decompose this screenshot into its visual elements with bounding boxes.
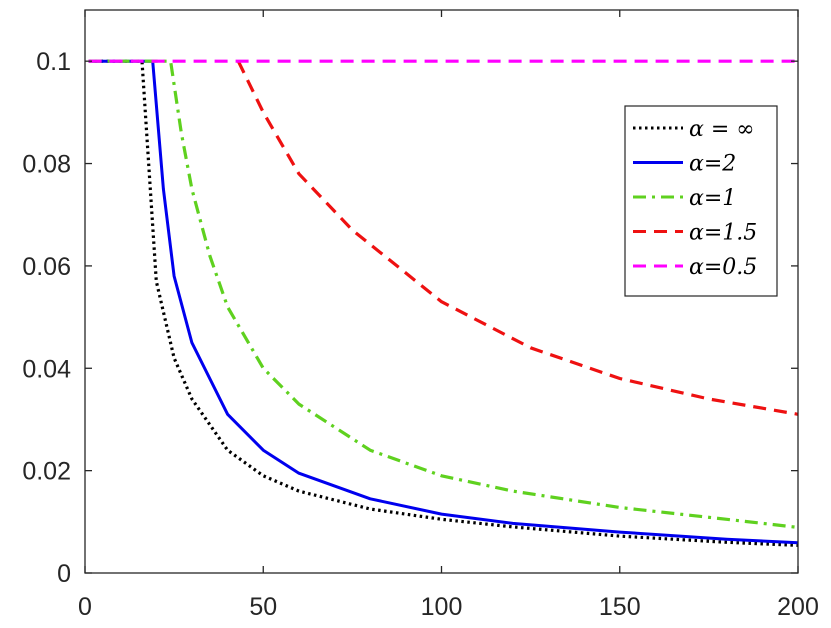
x-tick-label: 0 <box>78 593 92 621</box>
y-tick-label: 0.06 <box>22 253 71 281</box>
series-line-2 <box>88 59 799 529</box>
legend-label-4: α=0.5 <box>689 255 757 280</box>
series-line-0 <box>88 59 799 547</box>
x-tick-label: 100 <box>421 593 463 621</box>
tick-layer: 0 50 100 150 200 0 0.02 0.04 0.06 0.08 0.1 <box>22 10 819 621</box>
y-tick-label: 0.1 <box>36 48 71 76</box>
x-tick-label: 50 <box>249 593 277 621</box>
series-layer <box>88 59 799 547</box>
legend-label-1: α=2 <box>689 152 736 177</box>
y-tick-label: 0 <box>57 560 71 588</box>
legend: α = ∞ α=2 α=1 α=1.5 α=0.5 <box>624 105 778 297</box>
series-line-1 <box>88 59 799 545</box>
legend-label-3: α=1.5 <box>689 221 757 246</box>
x-tick-label: 200 <box>777 593 819 621</box>
legend-label-2: α=1 <box>689 186 736 211</box>
series-line-3 <box>236 60 799 416</box>
legend-box <box>624 105 778 297</box>
y-tick-label: 0.08 <box>22 151 71 179</box>
y-tick-label: 0.04 <box>22 355 71 383</box>
legend-label-0: α = ∞ <box>689 117 755 142</box>
y-tick-label: 0.02 <box>22 458 71 486</box>
x-tick-label: 150 <box>599 593 641 621</box>
